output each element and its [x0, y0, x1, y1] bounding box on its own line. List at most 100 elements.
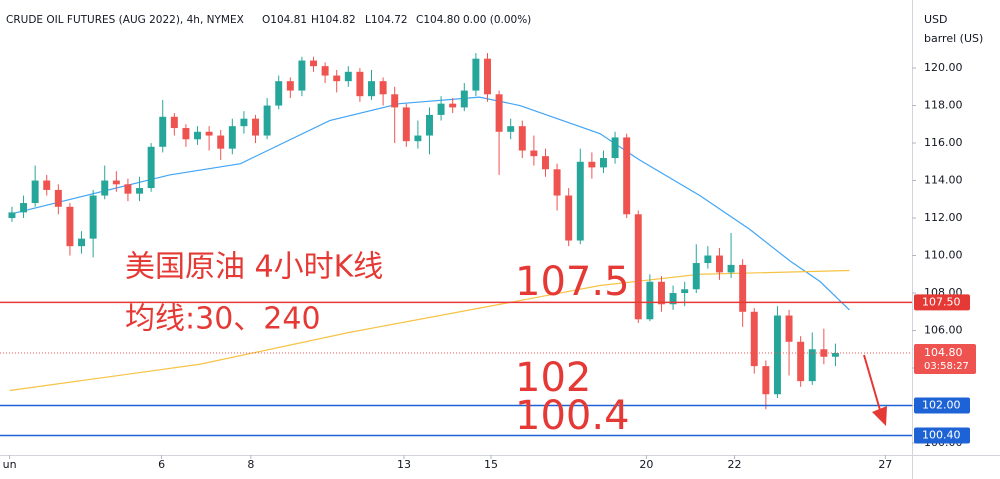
candle-body: [646, 281, 654, 320]
candle-body: [727, 264, 735, 273]
candle-body: [379, 81, 387, 95]
candle-body: [54, 189, 62, 207]
x-tick-label: 22: [728, 458, 742, 471]
current-price-label: 104.80: [924, 346, 963, 359]
ohlc-label: 0.00 (0.00%): [463, 14, 531, 26]
candle-body: [333, 75, 341, 82]
candle-body: [808, 349, 816, 382]
candle-body: [78, 238, 86, 247]
candle-body: [565, 195, 573, 241]
candle-body: [553, 169, 561, 196]
candle-body: [715, 255, 723, 273]
annotation: 均线:30、240: [125, 302, 321, 337]
level-tag: [914, 294, 970, 311]
candle-body: [449, 103, 457, 108]
candle-body: [240, 118, 248, 127]
candle-body: [31, 180, 39, 204]
moving-average: [9, 96, 850, 311]
ohlc-label: H104.82: [311, 14, 356, 26]
arrow-shaft: [863, 354, 881, 411]
candle-body: [310, 60, 317, 67]
chart-title: CRUDE OIL FUTURES (AUG 2022), 4h, NYMEX: [6, 14, 244, 26]
countdown-label: 03:58:27: [924, 361, 969, 372]
candle-body: [750, 311, 758, 367]
candle-body: [194, 131, 202, 140]
candle-body: [657, 281, 665, 305]
candle-body: [472, 58, 480, 91]
candle-body: [611, 137, 619, 159]
annotation: 100.4: [515, 393, 630, 439]
ohlc-label: C104.80: [416, 14, 460, 26]
annotation: 美国原油 4小时K线: [125, 250, 383, 285]
candle-body: [773, 315, 781, 395]
candle-body: [170, 116, 178, 129]
level-tag-label: 102.00: [922, 399, 961, 412]
candle-body: [8, 212, 16, 219]
candle-body: [112, 180, 120, 185]
candle-body: [136, 188, 144, 194]
candle-body: [820, 349, 828, 357]
candle-body: [599, 158, 607, 168]
annotation: 102: [515, 355, 591, 401]
candle-body: [275, 81, 283, 106]
current-price-tag: [914, 344, 976, 375]
candle-body: [426, 114, 433, 136]
x-tick-label: 8: [247, 458, 254, 471]
unit-label: barrel (US): [924, 32, 983, 45]
candle-body: [704, 255, 712, 264]
candle-body: [576, 161, 584, 241]
candle-body: [831, 353, 839, 357]
candle-body: [205, 131, 213, 136]
candle-body: [414, 135, 422, 142]
x-tick-label: 13: [397, 458, 411, 471]
candle-body: [228, 126, 236, 149]
ohlc-label: L104.72: [365, 14, 408, 26]
y-tick-label: 120.00: [924, 61, 963, 74]
candle-body: [623, 137, 631, 215]
candle-body: [182, 128, 190, 140]
candle-body: [298, 60, 306, 91]
candle-body: [356, 71, 364, 97]
candle-body: [159, 116, 167, 147]
y-tick-label: 106.00: [924, 324, 963, 337]
candle-body: [588, 161, 596, 168]
candle-body: [368, 81, 375, 97]
candle-body: [762, 366, 770, 395]
candle-body: [507, 126, 515, 132]
candle-body: [20, 203, 28, 213]
level-tag-label: 107.50: [922, 295, 961, 308]
candle-body: [669, 293, 677, 305]
x-tick-label: 27: [878, 458, 892, 471]
candle-body: [286, 81, 294, 91]
candle-body: [263, 105, 271, 136]
candle-body: [634, 214, 642, 320]
x-tick-label: 15: [484, 458, 498, 471]
candle-body: [43, 180, 51, 190]
x-tick-label: 20: [639, 458, 653, 471]
candle-body: [344, 71, 352, 82]
y-tick-label: 114.00: [924, 174, 963, 187]
candle-body: [542, 156, 549, 170]
candle-body: [681, 289, 689, 294]
y-tick-label: 112.00: [924, 211, 963, 224]
x-tick-label: un: [3, 458, 17, 471]
candle-body: [147, 146, 155, 189]
annotation: 107.5: [515, 259, 630, 305]
candle-body: [785, 315, 793, 342]
level-tag: [914, 427, 970, 444]
ohlc-label: O104.81: [262, 14, 307, 26]
candle-body: [124, 184, 132, 194]
unit-label: USD: [924, 13, 948, 26]
candle-body: [797, 341, 805, 382]
header-bg: [0, 10, 505, 30]
candle-body: [321, 66, 329, 76]
candle-body: [252, 118, 259, 136]
y-tick-label: 110.00: [924, 249, 963, 262]
candle-body: [437, 103, 445, 115]
candle-body: [518, 126, 526, 151]
candle-body: [217, 135, 225, 149]
candle-body: [739, 264, 747, 312]
y-tick-label: 116.00: [924, 136, 963, 149]
